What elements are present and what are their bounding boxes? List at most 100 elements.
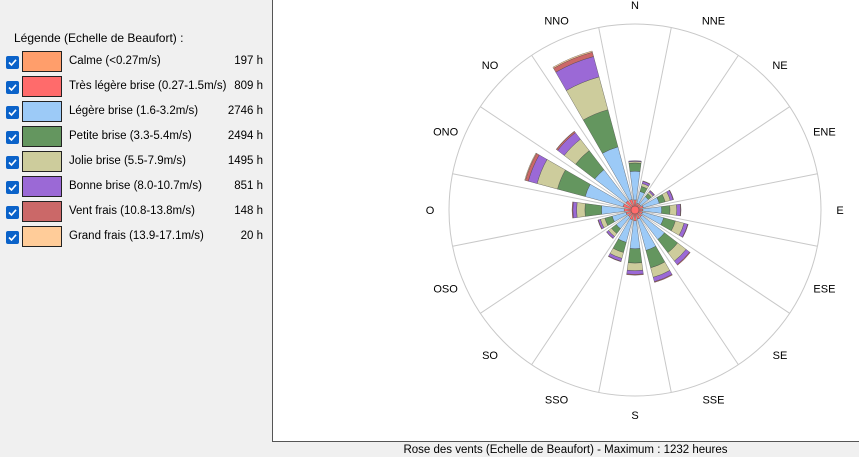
- legend-label: Bonne brise (8.0-10.7m/s): [69, 180, 202, 192]
- rose-bar-SSE: [654, 274, 673, 283]
- direction-label: N: [631, 0, 639, 12]
- legend-swatch: [22, 76, 62, 97]
- legend-panel: Légende (Echelle de Beaufort) : Calme (<…: [0, 0, 271, 457]
- legend-hours: 197 h: [234, 55, 263, 67]
- rose-bar-ONO: [524, 152, 537, 181]
- checkmark-icon: [8, 159, 17, 167]
- rose-bar-O: [576, 202, 586, 218]
- rose-bar-SO: [606, 231, 614, 239]
- legend-hours: 851 h: [234, 180, 263, 192]
- rose-gridline: [480, 106, 636, 211]
- legend-item[interactable]: Bonne brise (8.0-10.7m/s) 851 h: [0, 175, 271, 199]
- legend-checkbox[interactable]: [6, 106, 19, 119]
- rose-bar-OSO: [597, 219, 603, 230]
- legend-item[interactable]: Calme (<0.27m/s) 197 h: [0, 50, 271, 74]
- direction-label: SE: [773, 350, 788, 362]
- legend-label: Petite brise (3.3-5.4m/s): [69, 130, 192, 142]
- direction-label: ONO: [433, 127, 459, 139]
- legend-item[interactable]: Légère brise (1.6-3.2m/s) 2746 h: [0, 100, 271, 124]
- rose-bar-ENE: [669, 189, 674, 200]
- legend-checkbox[interactable]: [6, 231, 19, 244]
- direction-label: SSO: [545, 394, 569, 406]
- rose-bar-E: [661, 205, 671, 215]
- direction-label: SSE: [702, 394, 724, 406]
- rose-bar-NNE: [642, 180, 651, 185]
- checkmark-icon: [8, 109, 17, 117]
- rose-bar-NNO: [552, 50, 593, 69]
- legend-hours: 20 h: [240, 230, 263, 242]
- legend-checkbox[interactable]: [6, 181, 19, 194]
- legend-swatch: [22, 201, 62, 222]
- legend-item[interactable]: Vent frais (10.8-13.8m/s) 148 h: [0, 200, 271, 224]
- legend-hours: 2494 h: [227, 130, 263, 142]
- rose-gridline: [452, 209, 636, 247]
- rose-bar-O: [571, 201, 574, 219]
- rose-center: [630, 205, 640, 215]
- legend-swatch: [22, 51, 62, 72]
- legend-label: Légère brise (1.6-3.2m/s): [69, 105, 199, 117]
- legend-checkbox[interactable]: [6, 206, 19, 219]
- legend-hours: 2746 h: [227, 105, 263, 117]
- legend-item[interactable]: Très légère brise (0.27-1.5m/s) 809 h: [0, 75, 271, 99]
- legend-label: Calme (<0.27m/s): [69, 55, 161, 67]
- checkmark-icon: [8, 84, 17, 92]
- rose-gridline: [480, 209, 636, 314]
- legend-label: Vent frais (10.8-13.8m/s): [69, 205, 195, 217]
- rose-bar-O: [584, 203, 602, 217]
- rose-bar-NE: [649, 190, 655, 196]
- rose-bar-S: [627, 248, 643, 264]
- direction-label: OSO: [433, 283, 458, 295]
- legend-swatch: [22, 176, 62, 197]
- legend-label: Jolie brise (5.5-7.9m/s): [69, 155, 186, 167]
- direction-label: ENE: [813, 127, 836, 139]
- legend-swatch: [22, 226, 62, 247]
- rose-gridline: [634, 209, 672, 393]
- direction-label: ESE: [813, 283, 835, 295]
- rose-bar-E: [669, 204, 677, 216]
- checkmark-icon: [8, 234, 17, 242]
- rose-gridline: [452, 173, 636, 211]
- rose-bar-N: [628, 162, 642, 172]
- checkmark-icon: [8, 59, 17, 67]
- rose-bar-N: [629, 171, 641, 201]
- wind-rose-svg: N NNE NE ENE E ESE SE SSE S SSO SO OSO O ONO NO NNO: [426, 0, 844, 422]
- direction-label: NNE: [702, 16, 725, 28]
- rose-bar-N: [628, 160, 642, 162]
- legend-label: Grand frais (13.9-17.1m/s): [69, 230, 204, 242]
- legend-hours: 1495 h: [227, 155, 263, 167]
- rose-gridline: [634, 209, 818, 247]
- rose-gridline: [634, 209, 739, 365]
- legend-checkbox[interactable]: [6, 56, 19, 69]
- rose-bar-E: [680, 203, 682, 217]
- rose-bar-S: [629, 220, 641, 249]
- legend-hours: 809 h: [234, 80, 263, 92]
- direction-label: NE: [772, 60, 787, 72]
- checkmark-icon: [8, 134, 17, 142]
- legend-swatch: [22, 151, 62, 172]
- rose-gridline: [634, 55, 739, 211]
- legend-label: Très légère brise (0.27-1.5m/s): [69, 80, 227, 92]
- legend-swatch: [22, 101, 62, 122]
- legend-checkbox[interactable]: [6, 156, 19, 169]
- rose-gridline: [598, 209, 636, 393]
- legend-item[interactable]: Jolie brise (5.5-7.9m/s) 1495 h: [0, 150, 271, 174]
- checkmark-icon: [8, 209, 17, 217]
- direction-label: E: [836, 205, 843, 217]
- rose-bar-ESE: [682, 224, 689, 238]
- direction-label: SO: [482, 350, 498, 362]
- rose-gridline: [634, 209, 790, 314]
- rose-bar-O: [572, 201, 578, 219]
- legend-hours: 148 h: [234, 205, 263, 217]
- rose-gridline: [598, 27, 636, 211]
- rose-bar-NO: [555, 130, 575, 150]
- legend-item[interactable]: Petite brise (3.3-5.4m/s) 2494 h: [0, 125, 271, 149]
- rose-bar-SSO: [608, 255, 622, 262]
- rose-gridline: [634, 106, 790, 211]
- legend-item[interactable]: Grand frais (13.9-17.1m/s) 20 h: [0, 225, 271, 249]
- direction-label: S: [631, 410, 638, 422]
- rose-bar-SE: [676, 251, 691, 266]
- legend-checkbox[interactable]: [6, 81, 19, 94]
- checkmark-icon: [8, 184, 17, 192]
- legend-checkbox[interactable]: [6, 131, 19, 144]
- direction-label: NNO: [544, 16, 569, 28]
